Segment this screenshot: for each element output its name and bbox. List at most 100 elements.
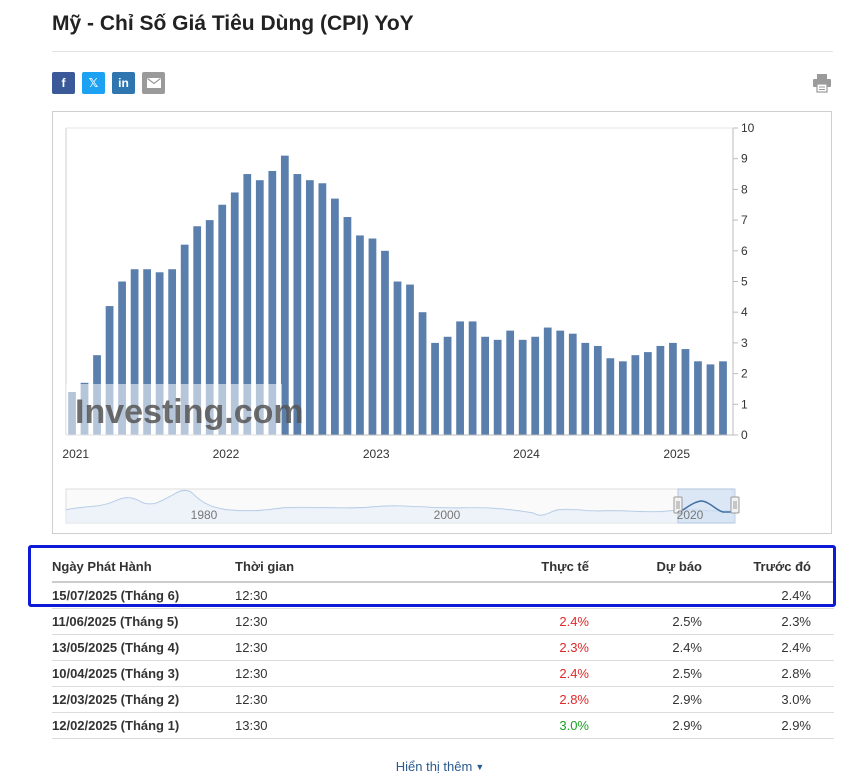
bar[interactable]: [631, 355, 640, 435]
bar[interactable]: [155, 272, 164, 435]
navigator-handle[interactable]: [673, 496, 683, 514]
y-tick-label: 1: [741, 397, 748, 411]
bar[interactable]: [456, 321, 464, 435]
printer-icon[interactable]: [812, 73, 832, 93]
bar[interactable]: [180, 244, 189, 435]
bar[interactable]: [543, 327, 552, 435]
bar[interactable]: [568, 333, 577, 435]
share-bar: f 𝕏 in: [52, 72, 165, 94]
linkedin-icon: in: [118, 76, 129, 90]
bar[interactable]: [481, 336, 490, 435]
header-previous[interactable]: Trước đó: [702, 552, 811, 583]
row-time: 12:30: [235, 608, 475, 635]
bar[interactable]: [193, 226, 202, 435]
bar[interactable]: [518, 339, 527, 435]
facebook-share-button[interactable]: f: [52, 72, 75, 94]
y-tick-label: 10: [741, 121, 755, 135]
watermark-text: Investing.com: [75, 393, 304, 431]
row-forecast: 2.5%: [589, 608, 702, 635]
bar[interactable]: [381, 250, 389, 435]
bar[interactable]: [393, 281, 402, 436]
bar[interactable]: [318, 183, 327, 435]
bar[interactable]: [669, 342, 677, 435]
bar[interactable]: [218, 204, 227, 435]
row-spacer: [811, 660, 834, 687]
y-tick-label: 9: [741, 152, 748, 166]
bar[interactable]: [719, 361, 727, 435]
header-release-date[interactable]: Ngày Phát Hành: [52, 552, 235, 583]
row-time: 12:30: [235, 634, 475, 661]
row-forecast: 2.9%: [589, 686, 702, 713]
row-time: 12:30: [235, 686, 475, 713]
table-row: 12/02/2025 (Tháng 1) 13:30 3.0% 2.9% 2.9%: [52, 712, 834, 739]
bar[interactable]: [255, 180, 264, 435]
bar[interactable]: [581, 342, 590, 435]
bar[interactable]: [644, 352, 652, 435]
bar[interactable]: [105, 306, 114, 435]
chart-navigator[interactable]: 1980 2000 2020: [65, 488, 740, 524]
row-actual: 2.8%: [475, 686, 589, 713]
row-previous: 2.4%: [702, 634, 811, 661]
bar[interactable]: [706, 364, 715, 435]
bar[interactable]: [368, 238, 377, 435]
bar[interactable]: [506, 330, 515, 435]
bar[interactable]: [443, 336, 452, 435]
bar[interactable]: [331, 198, 339, 435]
bar[interactable]: [293, 174, 302, 436]
bar[interactable]: [493, 339, 502, 435]
row-forecast: 2.9%: [589, 712, 702, 739]
x-axis: 2021 2022 2023 2024 2025: [62, 434, 733, 461]
linkedin-share-button[interactable]: in: [112, 72, 135, 94]
table-row: 15/07/2025 (Tháng 6) 12:30 2.4%: [52, 582, 834, 609]
y-tick-label: 3: [741, 336, 748, 350]
bar[interactable]: [130, 269, 139, 435]
bar[interactable]: [593, 345, 602, 435]
bar[interactable]: [656, 345, 665, 435]
bar[interactable]: [406, 284, 414, 435]
header-time[interactable]: Thời gian: [235, 552, 475, 583]
header-actual[interactable]: Thực tế: [475, 552, 589, 583]
bar[interactable]: [230, 192, 239, 435]
bar[interactable]: [168, 269, 177, 435]
chart-bars: [68, 155, 727, 436]
bar[interactable]: [618, 361, 627, 435]
bar[interactable]: [556, 330, 565, 435]
row-release-date: 11/06/2025 (Tháng 5): [52, 608, 235, 635]
row-spacer: [811, 608, 834, 635]
bar[interactable]: [418, 312, 427, 435]
bar[interactable]: [431, 342, 439, 435]
bar[interactable]: [118, 281, 126, 436]
email-share-button[interactable]: [142, 72, 165, 94]
navigator-handle[interactable]: [730, 496, 740, 514]
row-actual: 3.0%: [475, 712, 589, 739]
header-forecast[interactable]: Dự báo: [589, 552, 702, 583]
show-more-link[interactable]: Hiển thị thêm ▼: [0, 759, 855, 774]
page-title: Mỹ - Chỉ Số Giá Tiêu Dùng (CPI) YoY: [52, 12, 414, 35]
bar[interactable]: [343, 217, 352, 435]
bar[interactable]: [243, 174, 252, 436]
row-previous: 2.8%: [702, 660, 811, 687]
bar[interactable]: [205, 220, 214, 435]
twitter-share-button[interactable]: 𝕏: [82, 72, 105, 94]
row-actual: 2.4%: [475, 608, 589, 635]
bar[interactable]: [681, 349, 690, 435]
row-release-date: 12/03/2025 (Tháng 2): [52, 686, 235, 713]
bar[interactable]: [280, 155, 289, 435]
row-previous: 2.4%: [702, 582, 811, 609]
bar[interactable]: [468, 321, 477, 435]
bar[interactable]: [268, 170, 277, 436]
watermark-background: [66, 384, 282, 436]
bar[interactable]: [305, 180, 314, 435]
bar[interactable]: [694, 361, 702, 435]
row-time: 13:30: [235, 712, 475, 739]
title-divider: [52, 51, 833, 52]
bar[interactable]: [531, 336, 540, 435]
bar[interactable]: [143, 269, 151, 435]
bar[interactable]: [356, 235, 364, 435]
y-tick-label: 4: [741, 305, 748, 319]
table-row: 13/05/2025 (Tháng 4) 12:30 2.3% 2.4% 2.4%: [52, 634, 834, 661]
twitter-icon: 𝕏: [88, 76, 99, 90]
x-tick-label: 2024: [513, 447, 540, 461]
bar[interactable]: [606, 358, 615, 435]
y-tick-label: 7: [741, 213, 748, 227]
